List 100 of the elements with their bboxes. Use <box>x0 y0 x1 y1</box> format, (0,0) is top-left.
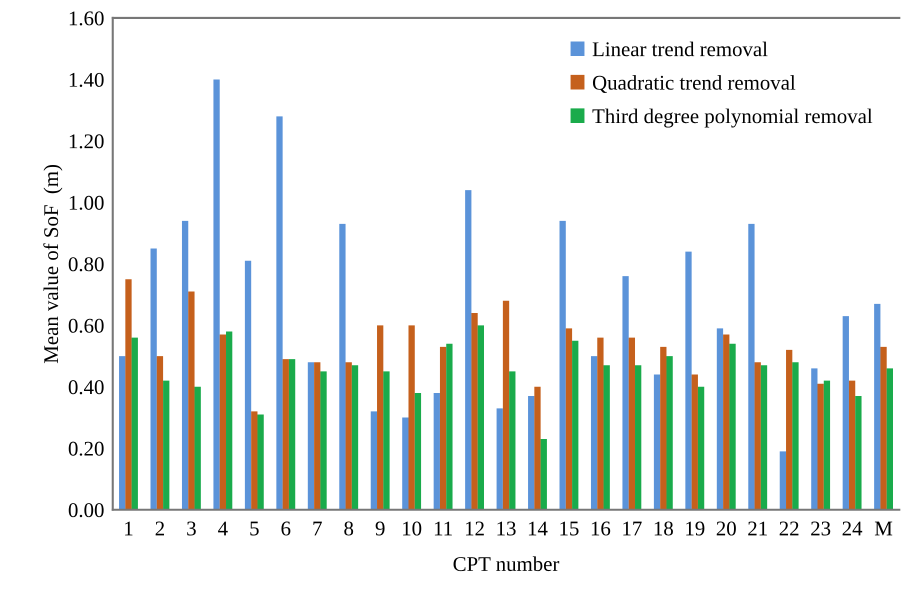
x-tick-label: 22 <box>780 522 798 536</box>
bar <box>874 304 880 510</box>
bar <box>824 380 830 510</box>
y-tick-label: 0.00 <box>68 503 104 518</box>
legend-label: Third degree polynomial removal <box>592 108 872 128</box>
bar <box>377 325 384 510</box>
bar <box>572 340 578 510</box>
x-tick-label: 23 <box>811 522 830 536</box>
bar <box>119 356 126 510</box>
bar <box>786 350 792 510</box>
bar <box>842 316 849 510</box>
bar <box>125 279 132 510</box>
x-tick-label: 24 <box>842 522 862 536</box>
x-tick-label: 20 <box>716 521 736 536</box>
bar <box>566 328 572 510</box>
y-tick-label: 0.80 <box>68 257 104 272</box>
bar <box>320 371 327 510</box>
x-tick-label: 3 <box>187 522 196 536</box>
bar <box>748 224 755 510</box>
y-tick-label: 1.60 <box>70 11 104 26</box>
bar <box>886 368 893 510</box>
x-tick-label: M <box>874 522 892 536</box>
bar <box>880 346 887 510</box>
bar <box>509 371 516 510</box>
bar <box>540 439 547 510</box>
bar <box>622 276 629 510</box>
bar <box>220 334 226 510</box>
x-tick-label: 14 <box>528 522 548 536</box>
bar <box>792 362 799 510</box>
x-tick-label: 4 <box>218 522 228 536</box>
bar <box>188 292 195 510</box>
bar <box>288 359 296 510</box>
legend-label: Linear trend removal <box>592 42 768 56</box>
bar <box>478 325 484 510</box>
bar <box>194 386 201 510</box>
y-tick-label: 0.20 <box>68 442 104 456</box>
bar <box>855 396 862 510</box>
y-tick-label: 1.20 <box>70 134 104 148</box>
bar <box>560 220 566 510</box>
bar <box>635 365 642 510</box>
x-tick-label: 12 <box>466 522 484 536</box>
bar <box>282 359 289 510</box>
bar <box>660 346 666 510</box>
bar <box>276 116 283 510</box>
bar <box>590 356 598 510</box>
bar <box>496 408 503 510</box>
x-tick-label: 6 <box>281 522 290 536</box>
bar <box>383 371 390 510</box>
bar <box>308 362 314 510</box>
x-tick-label: 13 <box>497 522 516 536</box>
y-axis-title: Mean value of SoF (m) <box>43 164 62 364</box>
bar <box>132 338 138 510</box>
bar <box>314 362 320 510</box>
bar <box>817 384 824 510</box>
bar <box>346 362 352 510</box>
x-tick-label: 2 <box>156 522 164 536</box>
bar <box>163 380 170 510</box>
bar <box>502 300 510 510</box>
x-tick-label: 11 <box>434 522 452 536</box>
bar <box>471 313 478 510</box>
bar <box>628 338 636 510</box>
bar <box>226 331 232 510</box>
bar <box>698 386 704 510</box>
x-tick-label: 10 <box>403 521 422 536</box>
x-tick-label: 18 <box>654 521 673 536</box>
legend-label: Quadratic trend removal <box>592 75 796 93</box>
bar <box>213 79 220 510</box>
bar <box>414 392 422 510</box>
bar <box>257 414 264 510</box>
x-axis-title: CPT number <box>454 556 560 572</box>
bar <box>848 380 856 510</box>
x-tick-label: 15 <box>560 522 579 536</box>
x-tick-label: 7 <box>313 522 322 536</box>
bar <box>339 224 346 510</box>
x-tick-label: 19 <box>686 522 704 536</box>
y-tick-label: 0.60 <box>68 318 104 333</box>
y-tick-label: 0.40 <box>68 380 104 394</box>
bar <box>370 411 378 510</box>
bar <box>754 362 761 510</box>
y-tick-label: 1.40 <box>70 72 104 87</box>
bar <box>666 356 673 510</box>
bar <box>528 396 534 510</box>
bar <box>534 386 541 510</box>
bar <box>685 252 692 510</box>
bar <box>716 328 724 510</box>
bar <box>729 344 736 510</box>
bar <box>244 260 252 510</box>
bar <box>654 374 660 510</box>
bar <box>440 346 446 510</box>
x-tick-label: 16 <box>592 522 610 536</box>
bar <box>251 411 258 510</box>
bar <box>465 190 472 510</box>
bar <box>408 325 415 510</box>
bar <box>597 338 604 510</box>
bar <box>811 368 818 510</box>
bar <box>352 365 358 510</box>
x-tick-label: 1 <box>125 522 132 536</box>
x-tick-label: 8 <box>344 521 354 536</box>
bar <box>156 356 164 510</box>
bar <box>402 418 408 510</box>
